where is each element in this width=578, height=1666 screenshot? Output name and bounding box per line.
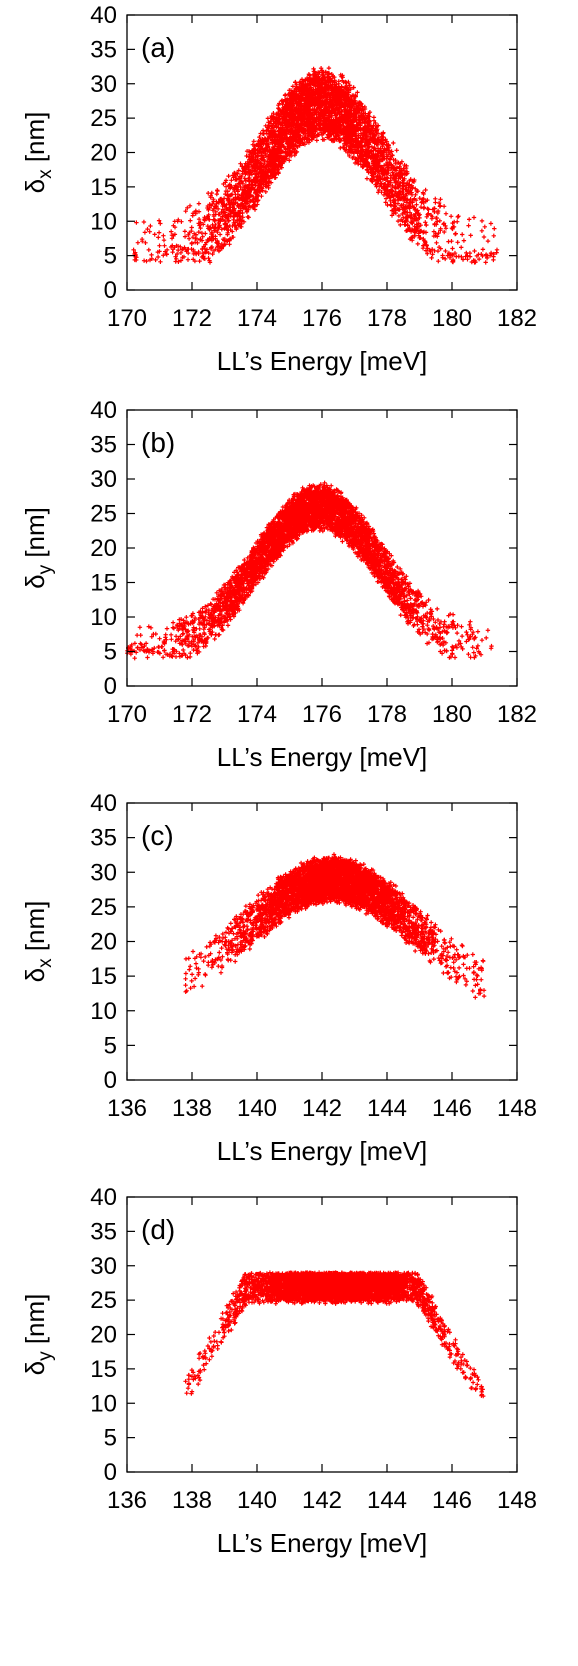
x-tick-label: 138 (172, 1095, 212, 1122)
y-tick-label: 35 (90, 432, 117, 459)
y-axis-label: δy [nm] (20, 1294, 56, 1376)
y-tick-label: 30 (90, 466, 117, 493)
y-tick-label: 0 (104, 1459, 117, 1486)
y-tick-label: 20 (90, 1322, 117, 1349)
x-tick-label: 140 (237, 1095, 277, 1122)
y-tick-label: 35 (90, 825, 117, 852)
y-tick-label: 5 (104, 1425, 117, 1452)
x-tick-label: 146 (432, 1095, 472, 1122)
scatter-marks (183, 1270, 486, 1399)
scatter-points (183, 1270, 486, 1399)
plot-frame (126, 1196, 518, 1473)
x-tick-label: 170 (107, 701, 147, 728)
y-axis-label: δy [nm] (20, 507, 56, 589)
scatter-points (131, 65, 500, 265)
y-tick-label: 15 (90, 570, 117, 597)
y-tick-label: 30 (90, 859, 117, 886)
scatter-marks (131, 65, 500, 265)
y-tick-label: 20 (90, 140, 117, 167)
scatter-marks (183, 852, 487, 1000)
y-tick-label: 25 (90, 501, 117, 528)
x-tick-label: 146 (432, 1487, 472, 1514)
x-tick-label: 140 (237, 1487, 277, 1514)
y-tick-label: 15 (90, 174, 117, 201)
y-tick-label: 25 (90, 894, 117, 921)
x-tick-label: 148 (497, 1095, 537, 1122)
x-tick-label: 144 (367, 1487, 407, 1514)
y-axis-label: δx [nm] (20, 901, 56, 983)
y-tick-label: 15 (90, 963, 117, 990)
x-tick-label: 176 (302, 701, 342, 728)
panel-a: 0 5 10 15 20 25 30 35 40 170 172 174 176 178 180 182 (a)… (20, 2, 537, 376)
x-tick-label: 142 (302, 1487, 342, 1514)
scatter-marks (125, 480, 494, 661)
x-axis-label: LL’s Energy [meV] (217, 346, 428, 376)
y-tick-label: 35 (90, 36, 117, 63)
x-tick-label: 170 (107, 305, 147, 332)
y-tick-label: 20 (90, 535, 117, 562)
x-tick-label: 148 (497, 1487, 537, 1514)
plot-frame (126, 802, 518, 1081)
x-tick-label: 178 (367, 305, 407, 332)
y-tick-label: 40 (90, 397, 117, 424)
y-tick-label: 10 (90, 1390, 117, 1417)
panel-label: (d) (141, 1214, 175, 1245)
x-tick-label: 144 (367, 1095, 407, 1122)
y-tick-label: 5 (104, 1032, 117, 1059)
x-tick-label: 178 (367, 701, 407, 728)
y-tick-label: 5 (104, 639, 117, 666)
y-tick-label: 5 (104, 243, 117, 270)
x-axis-label: LL’s Energy [meV] (217, 1136, 428, 1166)
y-tick-label: 30 (90, 1253, 117, 1280)
panel-label: (b) (141, 427, 175, 458)
panel-d: 0 5 10 15 20 25 30 35 40 136 138 140 142 144 146 148 (d)… (20, 1184, 537, 1558)
y-tick-label: 10 (90, 604, 117, 631)
x-tick-label: 136 (107, 1095, 147, 1122)
y-tick-label: 0 (104, 277, 117, 304)
y-tick-label: 10 (90, 998, 117, 1025)
y-tick-label: 40 (90, 2, 117, 29)
y-tick-label: 40 (90, 1184, 117, 1211)
y-tick-label: 30 (90, 71, 117, 98)
y-tick-label: 0 (104, 1067, 117, 1094)
y-tick-label: 10 (90, 208, 117, 235)
x-tick-label: 172 (172, 701, 212, 728)
x-tick-label: 180 (432, 701, 472, 728)
y-tick-label: 0 (104, 673, 117, 700)
x-tick-label: 142 (302, 1095, 342, 1122)
panel-label: (a) (141, 32, 175, 63)
x-tick-label: 174 (237, 701, 277, 728)
x-axis-label: LL’s Energy [meV] (217, 1528, 428, 1558)
x-tick-label: 182 (497, 305, 537, 332)
x-tick-label: 174 (237, 305, 277, 332)
x-tick-label: 180 (432, 305, 472, 332)
scatter-points (125, 480, 494, 661)
panel-c: 0 5 10 15 20 25 30 35 40 136 138 140 142 144 146 148 (c)… (20, 790, 537, 1166)
y-tick-label: 15 (90, 1356, 117, 1383)
x-axis-label: LL’s Energy [meV] (217, 742, 428, 772)
x-tick-label: 182 (497, 701, 537, 728)
y-axis-label: δx [nm] (20, 112, 56, 194)
panel-label: (c) (141, 820, 174, 851)
x-tick-label: 176 (302, 305, 342, 332)
x-tick-label: 136 (107, 1487, 147, 1514)
scatter-points (183, 852, 487, 1000)
y-tick-label: 20 (90, 929, 117, 956)
y-tick-label: 25 (90, 105, 117, 132)
x-tick-label: 172 (172, 305, 212, 332)
y-tick-label: 35 (90, 1218, 117, 1245)
y-tick-label: 25 (90, 1287, 117, 1314)
panel-b: 0 5 10 15 20 25 30 35 40 170 172 174 176 178 180 182 (b)… (20, 397, 537, 772)
x-tick-label: 138 (172, 1487, 212, 1514)
y-tick-label: 40 (90, 790, 117, 817)
